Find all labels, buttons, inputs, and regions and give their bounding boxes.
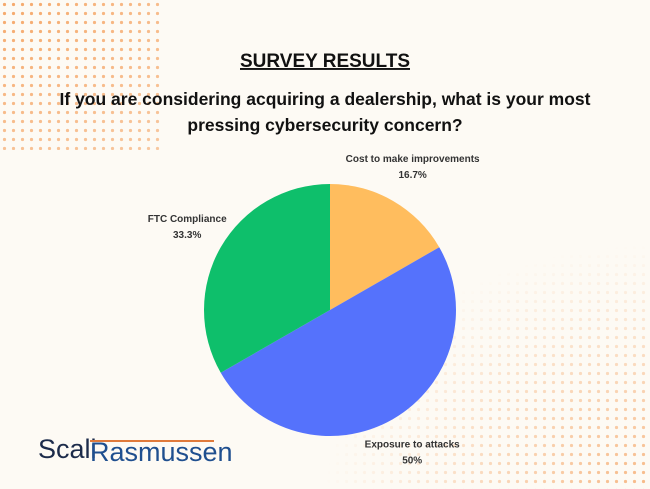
- slice-label: FTC Compliance: [148, 214, 227, 225]
- chart-subtitle: If you are considering acquiring a deale…: [59, 89, 591, 135]
- subtitle-box: If you are considering acquiring a deale…: [59, 89, 591, 135]
- pie: Cost to make improvements 16.7% Exposure t…: [148, 154, 480, 467]
- value-label: 50%: [402, 456, 422, 467]
- value-label: 16.7%: [398, 170, 426, 181]
- chart-title: SURVEY RESULTS: [240, 51, 410, 72]
- value-label: 33.3%: [173, 230, 201, 241]
- slice-label: Cost to make improvements: [346, 154, 480, 165]
- pie-slice: [330, 184, 440, 310]
- logo-first: Scali: [38, 434, 97, 464]
- slice-label: Exposure to attacks: [365, 440, 460, 451]
- pie-slice: [203, 184, 330, 373]
- logo-second: Rasmussen: [90, 437, 233, 467]
- pie-slice: [220, 247, 456, 436]
